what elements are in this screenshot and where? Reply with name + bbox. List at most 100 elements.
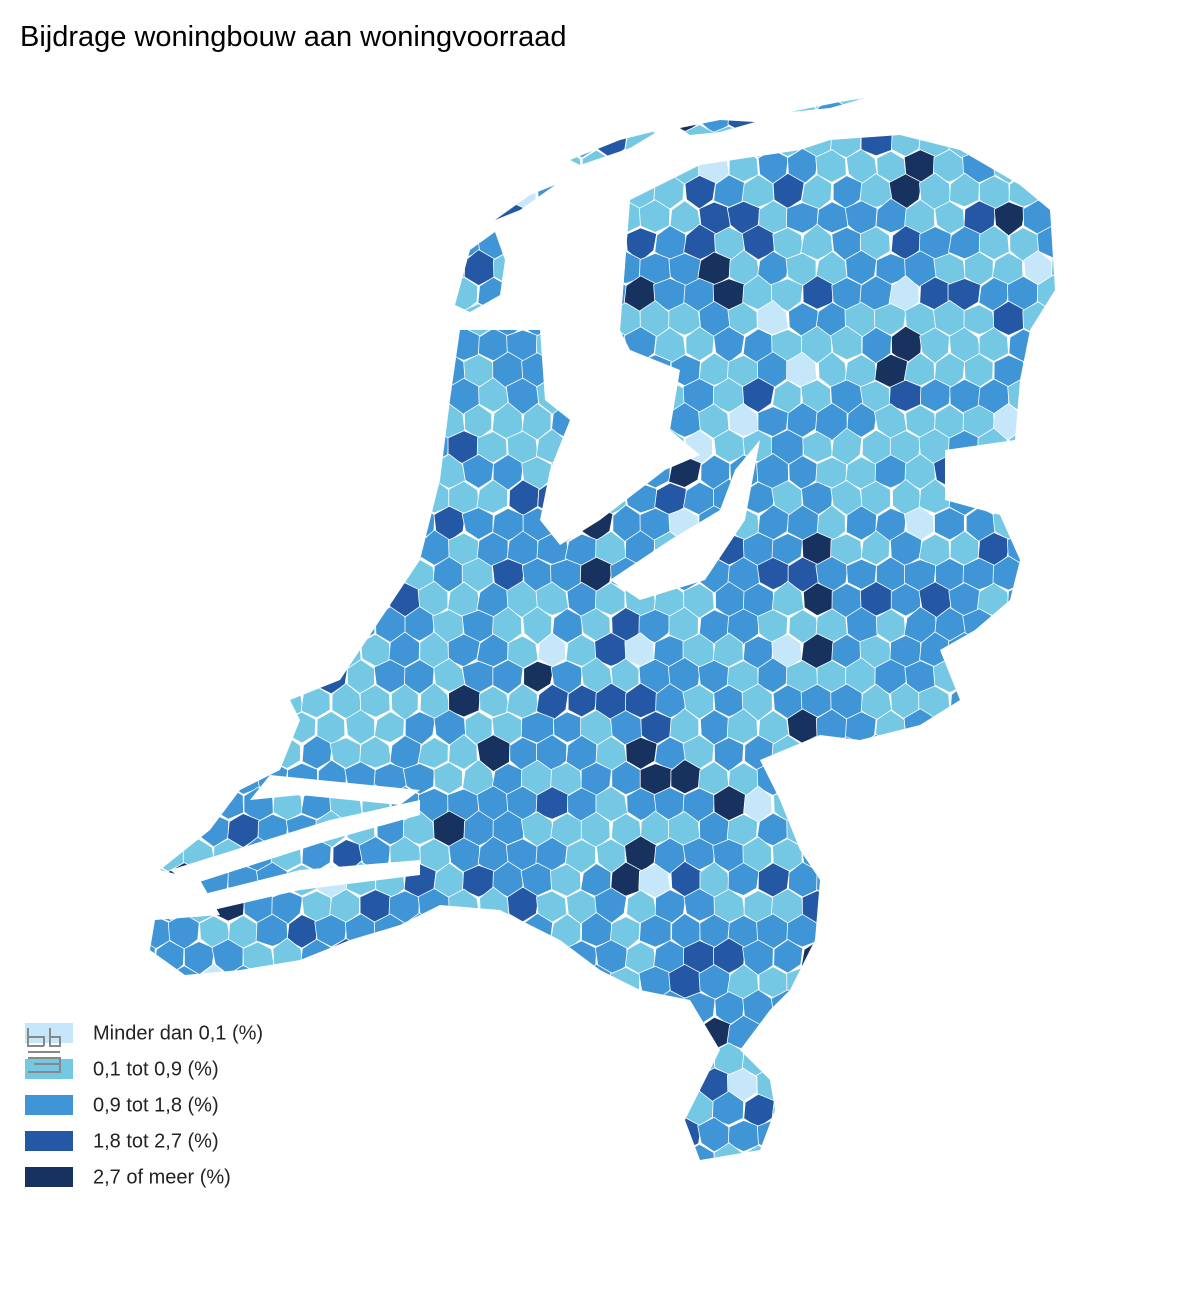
municipality: [638, 1016, 672, 1052]
municipality: [1007, 98, 1041, 108]
municipality: [1035, 788, 1055, 824]
municipality: [314, 1118, 348, 1152]
municipality: [978, 682, 1011, 722]
municipality: [1006, 835, 1039, 871]
municipality: [962, 1065, 995, 1102]
municipality: [150, 864, 170, 899]
municipality: [992, 607, 1024, 645]
municipality: [150, 405, 170, 438]
municipality: [329, 581, 363, 620]
municipality: [150, 838, 156, 874]
municipality: [800, 98, 833, 110]
municipality: [580, 762, 612, 798]
municipality: [888, 736, 922, 772]
municipality: [329, 225, 362, 261]
municipality: [301, 582, 332, 618]
municipality: [802, 1091, 834, 1126]
municipality: [329, 380, 364, 412]
municipality: [1036, 428, 1055, 464]
municipality: [625, 98, 656, 108]
municipality: [1036, 1043, 1055, 1079]
municipality: [624, 123, 658, 158]
municipality: [978, 277, 1011, 312]
municipality: [212, 992, 246, 1025]
municipality: [241, 325, 274, 363]
municipality: [1037, 1091, 1055, 1127]
municipality: [285, 301, 318, 336]
logo-mark: [27, 1028, 61, 1073]
municipality: [272, 1094, 305, 1128]
municipality: [227, 200, 260, 237]
municipality: [389, 1094, 422, 1128]
municipality: [315, 1017, 349, 1053]
municipality: [360, 175, 390, 209]
municipality: [756, 1119, 789, 1154]
municipality: [183, 685, 216, 718]
municipality: [1051, 351, 1055, 388]
municipality: [257, 708, 287, 747]
municipality: [155, 377, 184, 415]
municipality: [520, 148, 554, 184]
municipality: [463, 404, 493, 440]
municipality: [360, 532, 392, 566]
municipality: [715, 98, 746, 106]
municipality: [463, 1117, 495, 1155]
municipality: [211, 735, 243, 769]
municipality: [198, 507, 231, 541]
municipality: [594, 98, 628, 108]
municipality: [300, 98, 333, 110]
municipality: [462, 453, 495, 489]
municipality: [388, 1042, 422, 1077]
municipality: [859, 887, 893, 922]
municipality: [344, 100, 377, 134]
municipality: [227, 352, 260, 389]
municipality: [359, 225, 393, 261]
municipality: [344, 301, 377, 339]
municipality: [388, 427, 420, 466]
municipality: [285, 711, 317, 744]
municipality: [184, 632, 214, 670]
municipality: [403, 964, 437, 1001]
municipality: [550, 660, 583, 696]
municipality: [183, 98, 214, 109]
municipality: [402, 763, 435, 795]
municipality: [757, 609, 788, 645]
municipality: [299, 173, 334, 210]
lake: [540, 330, 700, 545]
municipality: [505, 940, 537, 974]
municipality: [403, 98, 437, 135]
municipality: [817, 760, 849, 795]
municipality: [962, 711, 994, 747]
municipality: [447, 175, 480, 209]
municipality: [903, 506, 935, 542]
municipality: [934, 712, 966, 747]
municipality: [831, 427, 863, 467]
municipality: [962, 453, 995, 492]
municipality: [594, 1142, 627, 1160]
municipality: [388, 939, 422, 973]
municipality: [418, 1091, 450, 1130]
municipality: [595, 988, 628, 1026]
municipality: [242, 1091, 275, 1130]
municipality: [949, 786, 982, 821]
municipality: [300, 633, 332, 668]
municipality: [638, 863, 671, 898]
municipality: [243, 98, 273, 110]
municipality: [845, 1066, 878, 1101]
municipality: [150, 686, 155, 719]
municipality: [904, 98, 937, 134]
municipality: [150, 478, 157, 518]
municipality: [948, 940, 982, 975]
municipality: [506, 124, 540, 159]
municipality: [564, 173, 597, 210]
municipality: [346, 404, 376, 440]
municipality: [197, 302, 229, 339]
municipality: [1023, 556, 1054, 595]
municipality: [375, 1117, 407, 1155]
municipality: [331, 123, 362, 159]
municipality: [212, 225, 243, 260]
municipality: [890, 886, 923, 923]
municipality: [1007, 635, 1039, 667]
municipality: [904, 759, 937, 796]
municipality: [197, 660, 230, 694]
